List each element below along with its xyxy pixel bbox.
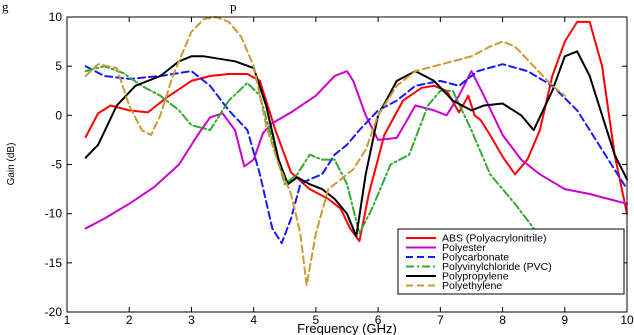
legend-label-4: Polypropylene [442, 271, 509, 283]
x-tick-label: 4 [250, 313, 257, 327]
y-tick-label: -5 [51, 158, 62, 172]
y-tick-label: 5 [55, 59, 62, 73]
x-tick-label: 9 [561, 313, 568, 327]
legend-label-2: Polycarbonate [442, 252, 509, 264]
x-tick-label: 8 [499, 313, 506, 327]
x-axis-label: Frequency (GHz) [297, 321, 397, 335]
plot-frame [66, 16, 628, 313]
y-tick-label: 10 [49, 10, 63, 24]
y-axis-label: Gain (dB) [6, 143, 17, 186]
legend-label-3: Polyvinylchloride (PVC) [442, 261, 552, 273]
series-line-2 [84, 63, 628, 245]
x-tick-label: 7 [437, 313, 444, 327]
x-tick-label: 2 [126, 313, 133, 327]
x-tick-label: 5 [313, 313, 320, 327]
series-line-4 [84, 50, 628, 238]
y-tick-label: 0 [55, 108, 62, 122]
y-tick-label: -15 [45, 256, 63, 270]
y-tick-label: -20 [45, 305, 63, 319]
y-tick-label: -10 [45, 207, 63, 221]
series-line-3 [84, 65, 554, 250]
series-line-1 [84, 70, 628, 230]
x-tick-label: 6 [375, 313, 382, 327]
legend: ABS (Polyacrylonitrile)PolyesterPolycarb… [397, 228, 625, 295]
legend-label-5: Polyethylene [442, 280, 502, 292]
x-tick-label: 1 [64, 313, 71, 327]
x-tick-label: 10 [620, 313, 634, 327]
x-tick-label: 3 [188, 313, 195, 327]
legend-box [397, 228, 625, 295]
header-fragment: g [2, 0, 9, 14]
legend-label-0: ABS (Polyacrylonitrile) [442, 233, 546, 245]
series-line-5 [84, 16, 566, 287]
legend-label-1: Polyester [442, 242, 486, 254]
header-fragment-2: p [230, 0, 237, 14]
